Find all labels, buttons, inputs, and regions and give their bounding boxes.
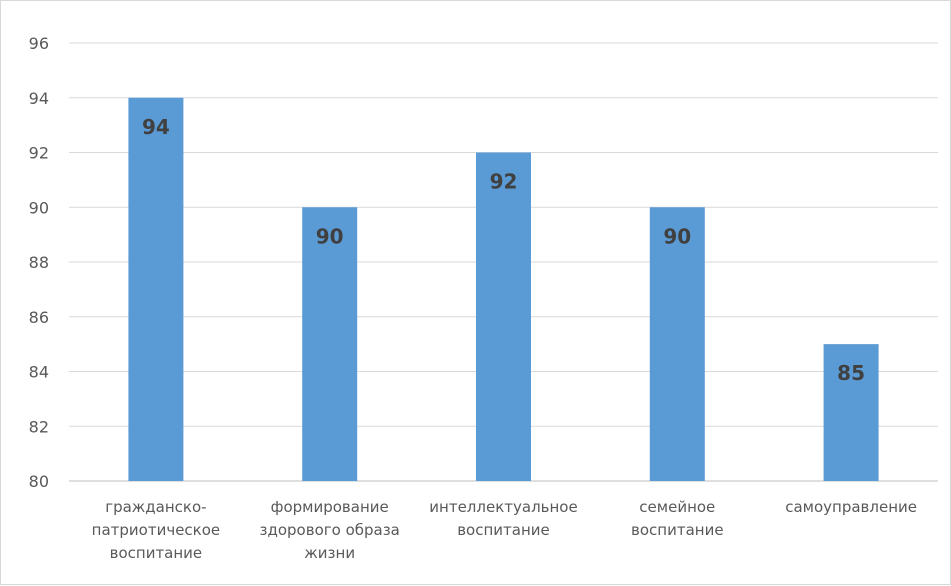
x-tick-label: интеллектуальное воспитание (429, 498, 577, 539)
y-tick-label: 94 (29, 89, 49, 108)
y-tick-label: 96 (29, 34, 49, 53)
y-tick-label: 84 (29, 363, 49, 382)
bar[interactable] (823, 344, 879, 481)
data-label: 85 (837, 361, 865, 385)
y-tick-label: 82 (29, 417, 49, 436)
data-label: 94 (142, 115, 170, 139)
y-tick-label: 80 (29, 472, 49, 491)
y-tick-label: 88 (29, 253, 49, 272)
bar[interactable] (649, 207, 705, 481)
x-tick-label: семейное воспитание (631, 498, 724, 539)
x-tick-label: формирование здорового образа жизни (260, 498, 400, 562)
data-label: 90 (663, 224, 691, 248)
y-tick-label: 92 (29, 144, 49, 163)
y-tick-label: 90 (29, 198, 49, 217)
x-tick-label: самоуправление (785, 498, 917, 516)
x-tick-label: гражданско-патриотическое воспитание (92, 498, 220, 562)
data-label: 92 (490, 170, 518, 194)
y-tick-label: 86 (29, 308, 49, 327)
data-label: 90 (316, 224, 344, 248)
bar[interactable] (476, 152, 531, 482)
bar[interactable] (302, 207, 358, 481)
bar[interactable] (128, 97, 184, 481)
